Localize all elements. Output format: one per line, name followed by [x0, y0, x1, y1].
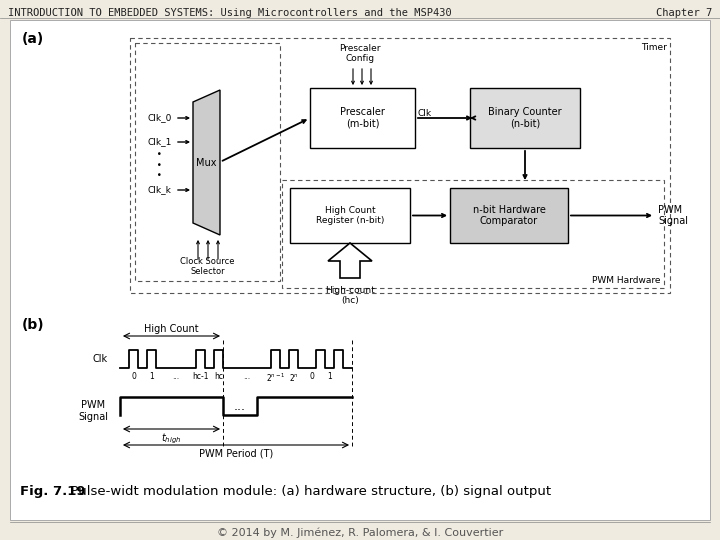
Text: Timer: Timer: [641, 43, 667, 52]
Bar: [135, 43, 280, 281]
Text: Clk_0: Clk_0: [148, 113, 172, 123]
Polygon shape: [193, 90, 220, 235]
Bar: [130, 38, 670, 293]
Text: $2^n$: $2^n$: [289, 372, 299, 383]
Text: INTRODUCTION TO EMBEDDED SYSTEMS: Using Microcontrollers and the MSP430: INTRODUCTION TO EMBEDDED SYSTEMS: Using …: [8, 8, 451, 18]
Text: © 2014 by M. Jiménez, R. Palomera, & I. Couvertier: © 2014 by M. Jiménez, R. Palomera, & I. …: [217, 528, 503, 538]
Text: High Count: High Count: [144, 324, 199, 334]
Text: Pulse-widt modulation module: (a) hardware structure, (b) signal output: Pulse-widt modulation module: (a) hardwa…: [62, 485, 551, 498]
Bar: [282, 180, 664, 288]
Text: (b): (b): [22, 318, 45, 332]
Text: hc: hc: [214, 372, 223, 381]
Text: High Count
Register (n-bit): High Count Register (n-bit): [316, 206, 384, 225]
Text: n-bit Hardware
Comparator: n-bit Hardware Comparator: [472, 205, 546, 226]
Text: •
   •
   •: • • •: [148, 150, 162, 180]
Text: $t_{high}$: $t_{high}$: [161, 432, 181, 447]
Bar: [290, 188, 410, 243]
Text: Mux: Mux: [197, 158, 217, 167]
Bar: [310, 88, 415, 148]
Bar: [450, 188, 568, 243]
Text: 0: 0: [309, 372, 314, 381]
Text: 0: 0: [131, 372, 136, 381]
Text: Prescaler
Config: Prescaler Config: [339, 44, 381, 63]
Text: Clk: Clk: [418, 109, 432, 118]
Text: PWM
Signal: PWM Signal: [78, 400, 108, 422]
Text: (a): (a): [22, 32, 44, 46]
Text: ...: ...: [243, 372, 251, 381]
Text: High-count
(hc): High-count (hc): [325, 286, 375, 306]
Text: PWM Period (T): PWM Period (T): [199, 448, 273, 458]
Text: ...: ...: [234, 400, 246, 413]
Text: ...: ...: [172, 372, 179, 381]
Text: Fig. 7.19: Fig. 7.19: [20, 485, 86, 498]
Text: Clk_k: Clk_k: [148, 186, 172, 194]
Text: 1: 1: [149, 372, 154, 381]
Text: PWM Hardware: PWM Hardware: [593, 276, 661, 285]
Text: Clock Source
Selector: Clock Source Selector: [180, 256, 235, 276]
Text: $2^{n-1}$: $2^{n-1}$: [266, 372, 285, 384]
Text: Binary Counter
(n-bit): Binary Counter (n-bit): [488, 107, 562, 129]
Polygon shape: [328, 243, 372, 278]
Text: PWM
Signal: PWM Signal: [658, 205, 688, 226]
Text: Clk: Clk: [93, 354, 108, 364]
Text: Clk_1: Clk_1: [148, 138, 172, 146]
Text: 1: 1: [327, 372, 332, 381]
Text: hc-1: hc-1: [192, 372, 209, 381]
Text: Prescaler
(m-bit): Prescaler (m-bit): [340, 107, 385, 129]
Text: Chapter 7: Chapter 7: [656, 8, 712, 18]
Bar: [470, 88, 580, 148]
